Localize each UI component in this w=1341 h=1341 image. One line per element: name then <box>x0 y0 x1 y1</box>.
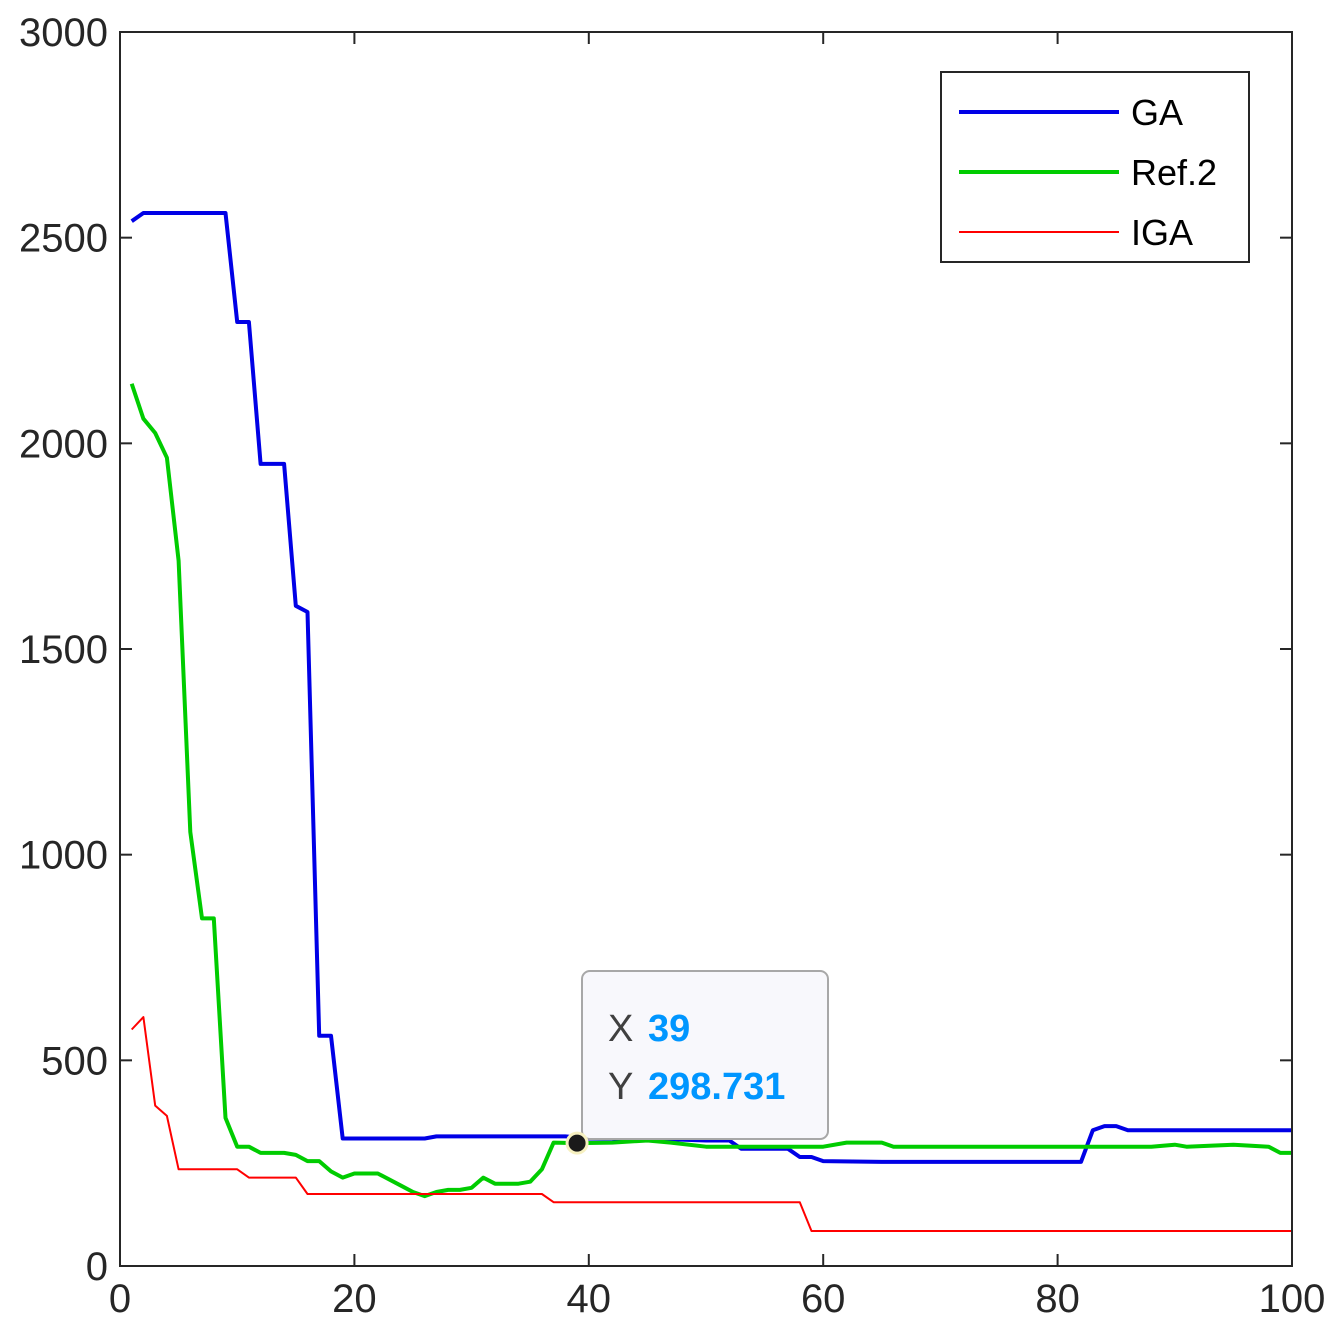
series-line-ref-2 <box>129 383 1292 1199</box>
y-tick-labels: 0 500 1000 1500 2000 2500 3000 <box>19 11 108 1289</box>
y-tick-label: 2000 <box>19 422 108 466</box>
series-line-iga <box>130 1016 1292 1232</box>
legend-label-ga: GA <box>1131 92 1183 133</box>
y-tick-label: 0 <box>86 1245 108 1289</box>
datatip-y-key: Y <box>608 1066 633 1108</box>
datatip-box <box>581 970 829 1140</box>
datatip-x-key: X <box>608 1008 633 1050</box>
y-tick-label: 1500 <box>19 628 108 672</box>
x-tick-label: 40 <box>567 1277 612 1321</box>
series-line-ga <box>130 211 1292 1164</box>
y-tick-label: 3000 <box>19 11 108 55</box>
plot-border <box>119 31 1293 1267</box>
x-tick-labels: 0 20 40 60 80 100 <box>109 1277 1326 1321</box>
legend-label-ref-2: Ref.2 <box>1131 152 1217 193</box>
legend-items: GA Ref.2 IGA <box>959 92 1217 253</box>
legend: GA Ref.2 IGA <box>940 71 1250 263</box>
datatip[interactable]: X 39 Y 298.731 <box>565 970 829 1155</box>
legend-box <box>940 71 1250 263</box>
x-tick-label: 0 <box>109 1277 131 1321</box>
x-tick-label: 100 <box>1259 1277 1326 1321</box>
datatip-marker[interactable] <box>565 1131 589 1155</box>
x-tick-label: 20 <box>332 1277 377 1321</box>
series-lines <box>129 211 1292 1232</box>
legend-label-iga: IGA <box>1131 212 1193 253</box>
y-tick-label: 2500 <box>19 217 108 261</box>
datatip-y-value: 298.731 <box>648 1066 785 1108</box>
x-tick-label: 80 <box>1035 1277 1080 1321</box>
datatip-x-value: 39 <box>648 1008 690 1050</box>
y-tick-label: 500 <box>41 1039 108 1083</box>
y-tick-label: 1000 <box>19 834 108 878</box>
x-tick-label: 60 <box>801 1277 846 1321</box>
